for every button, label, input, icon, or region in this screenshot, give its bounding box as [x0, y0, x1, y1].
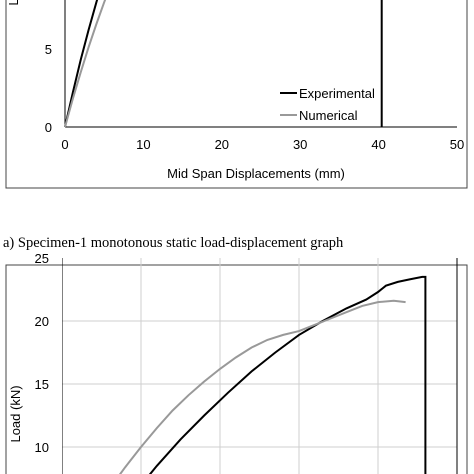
chart-a-x-tick: 0	[61, 137, 68, 152]
chart-b-y-tick: 25	[35, 251, 49, 266]
chart-a: 010203040500510 L Mid Span Displacements…	[6, 0, 464, 181]
legend-label-numerical: Numerical	[299, 108, 358, 123]
chart-b-y-tick: 20	[35, 314, 49, 329]
chart-a-x-tick: 30	[293, 137, 307, 152]
chart-a-x-label: Mid Span Displacements (mm)	[167, 166, 345, 181]
chart-b-series-0	[148, 275, 427, 474]
chart-a-y-tick: 0	[45, 120, 52, 135]
chart-b-plot-border	[62, 258, 458, 474]
chart-a-series-experimental	[64, 0, 383, 128]
chart-b-y-label: Load (kN)	[8, 385, 23, 442]
chart-a-frame	[5, 0, 468, 189]
chart-b-y-tick: 15	[35, 377, 49, 392]
chart-a-x-tick: 50	[450, 137, 464, 152]
chart-b-y-tick: 10	[35, 440, 49, 455]
chart-a-legend: Experimental Numerical	[280, 86, 375, 123]
legend-label-experimental: Experimental	[299, 86, 375, 101]
caption-a: a) Specimen-1 monotonous static load-dis…	[3, 235, 344, 251]
chart-b: 10 15 20 25 Load (kN)	[8, 251, 458, 474]
chart-a-x-tick: 20	[215, 137, 229, 152]
chart-a-x-tick: 10	[136, 137, 150, 152]
chart-a-y-label: L	[6, 0, 21, 6]
chart-a-y-tick: 5	[45, 42, 52, 57]
chart-a-series-numerical	[64, 0, 107, 128]
chart-a-x-tick: 40	[371, 137, 385, 152]
chart-b-series-1	[118, 299, 406, 474]
chart-b-frame	[5, 264, 468, 474]
